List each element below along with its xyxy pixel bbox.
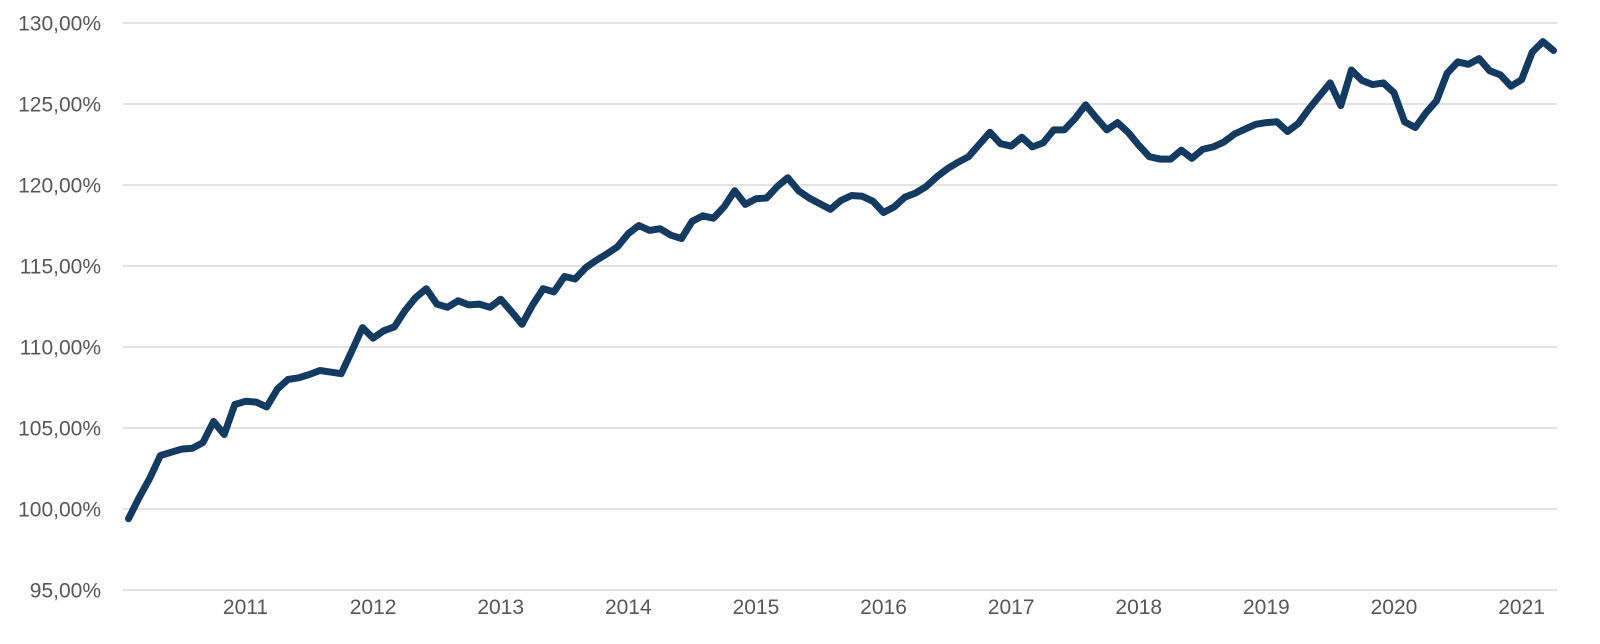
x-tick-label: 2017 (988, 596, 1035, 619)
y-axis-labels: 130,00% 125,00% 120,00% 115,00% 110,00% 105,0… (18, 13, 101, 603)
y-tick-label: 95,00% (30, 580, 101, 603)
x-tick-label: 2020 (1371, 596, 1418, 619)
y-tick-label: 130,00% (18, 13, 101, 36)
x-tick-label: 2011 (223, 596, 268, 619)
y-tick-label: 115,00% (20, 256, 101, 279)
y-tick-label: 105,00% (18, 418, 101, 441)
series-line (125, 38, 1557, 523)
x-tick-label: 2013 (477, 596, 524, 619)
y-tick-label: 120,00% (18, 175, 101, 198)
x-tick-label: 2018 (1115, 596, 1162, 619)
x-tick-label: 2021 (1498, 596, 1545, 619)
x-tick-label: 2015 (733, 596, 780, 619)
x-axis-labels: 2011 2012 2013 2014 2015 2016 2017 2018 2019 2020… (223, 596, 1545, 619)
x-tick-label: 2019 (1243, 596, 1290, 619)
y-tick-label: 100,00% (18, 499, 101, 522)
y-tick-label: 125,00% (18, 94, 101, 117)
gridlines (123, 22, 1557, 591)
x-tick-label: 2014 (605, 596, 652, 619)
y-tick-label: 110,00% (20, 337, 101, 360)
x-tick-label: 2016 (860, 596, 907, 619)
x-tick-label: 2012 (350, 596, 397, 619)
